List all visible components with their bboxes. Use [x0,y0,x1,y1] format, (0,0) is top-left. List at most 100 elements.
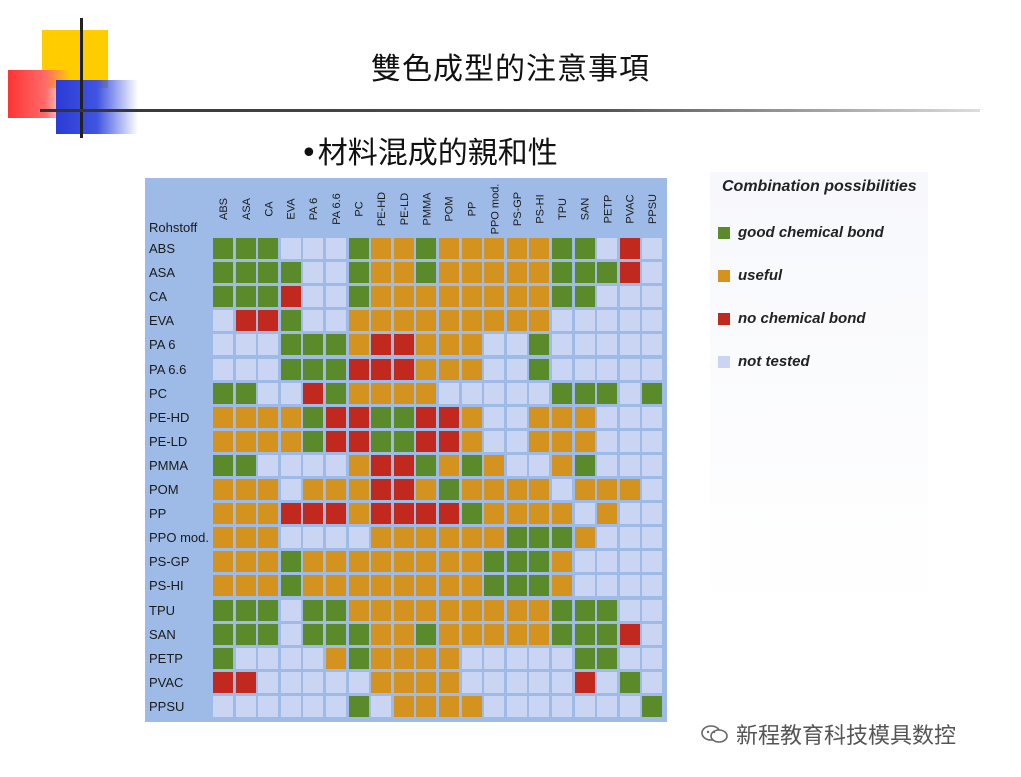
matrix-cell [529,382,550,404]
matrix-cell [597,623,618,645]
matrix-cell [439,238,459,259]
matrix-cell [439,406,459,428]
decor-vertical-line [80,18,83,138]
matrix-cell [348,310,369,332]
matrix-cell [642,406,663,428]
matrix-cell [439,671,459,693]
row-header: ABS [149,241,176,256]
matrix-cell [574,286,595,308]
matrix-cell [348,599,369,621]
column-header-label: POM [444,196,456,222]
matrix-cell [371,623,392,645]
matrix-cell [303,503,324,525]
legend-item: no chemical bond [718,310,866,327]
matrix-cell [280,695,301,717]
matrix-cell [326,238,346,259]
matrix-cell [258,527,279,549]
matrix-cell [574,503,595,525]
matrix-cell [213,623,233,645]
matrix-cell [213,671,233,693]
matrix-cell [280,382,301,404]
matrix-cell [303,238,324,259]
legend-label: good chemical bond [738,224,884,241]
matrix-cell [506,599,527,621]
column-header-label: PS-GP [511,191,524,227]
matrix-cell [303,358,324,380]
matrix-cell [439,286,459,308]
matrix-cell [461,527,482,549]
matrix-cell [371,527,392,549]
matrix-cell [416,262,437,284]
matrix-cell [484,527,505,549]
matrix-cell [416,310,437,332]
matrix-cell [393,310,414,332]
matrix-cell [235,575,256,597]
matrix-cell [642,286,663,308]
matrix-cell [393,695,414,717]
matrix-cell [235,647,256,669]
matrix-cell [235,406,256,428]
matrix-cell [439,695,459,717]
matrix-cell [642,623,663,645]
matrix-cell [461,623,482,645]
matrix-cell [280,310,301,332]
matrix-cell [303,262,324,284]
matrix-cell [619,575,640,597]
matrix-cell [461,358,482,380]
matrix-cell [213,575,233,597]
matrix-cell [280,671,301,693]
matrix-cell [213,310,233,332]
matrix-cell [597,454,618,476]
matrix-cell [348,479,369,500]
matrix-cell [280,527,301,549]
row-header: PPSU [149,698,185,714]
matrix-cell [235,286,256,308]
matrix-cell [213,647,233,669]
matrix-cell [574,575,595,597]
matrix-cell [258,551,279,573]
matrix-cell [439,310,459,332]
matrix-cell [371,695,392,717]
column-header-label: PVAC [624,194,637,224]
column-header: PS-HI [529,184,551,234]
row-header: SAN [149,626,176,642]
wechat-icon [701,725,728,743]
matrix-cell [326,286,346,308]
matrix-cell [393,430,414,452]
matrix-cell [506,671,527,693]
matrix-cell [280,286,301,308]
column-header: CA [258,184,280,234]
matrix-cell [348,286,369,308]
matrix-cell [235,310,256,332]
matrix-cell [439,503,459,525]
matrix-cell [597,430,618,452]
matrix-cell [235,334,256,356]
matrix-cell [597,695,618,717]
matrix-cell [574,238,595,259]
column-header: PP [462,184,484,234]
legend-swatch [718,226,730,239]
matrix-cell [348,334,369,356]
matrix-cell [574,454,595,476]
matrix-cell [326,695,346,717]
matrix-cell [574,623,595,645]
slide-bullet: •材料混成的親和性 [300,136,558,171]
matrix-cell [461,334,482,356]
matrix-cell [439,430,459,452]
matrix-cell [258,334,279,356]
matrix-cell [484,623,505,645]
row-header: ASA [149,265,176,281]
legend-swatch [718,312,730,325]
matrix-cell [461,599,482,621]
row-header: PS-GP [149,554,190,570]
matrix-cell [235,262,256,284]
matrix-cell [326,671,346,693]
matrix-cell [213,551,233,573]
matrix-cell [529,503,550,525]
matrix-cell [642,599,663,621]
matrix-cell [235,430,256,452]
column-header: EVA [281,184,303,234]
matrix-cell [484,238,505,259]
matrix-cell [371,430,392,452]
matrix-cell [280,599,301,621]
